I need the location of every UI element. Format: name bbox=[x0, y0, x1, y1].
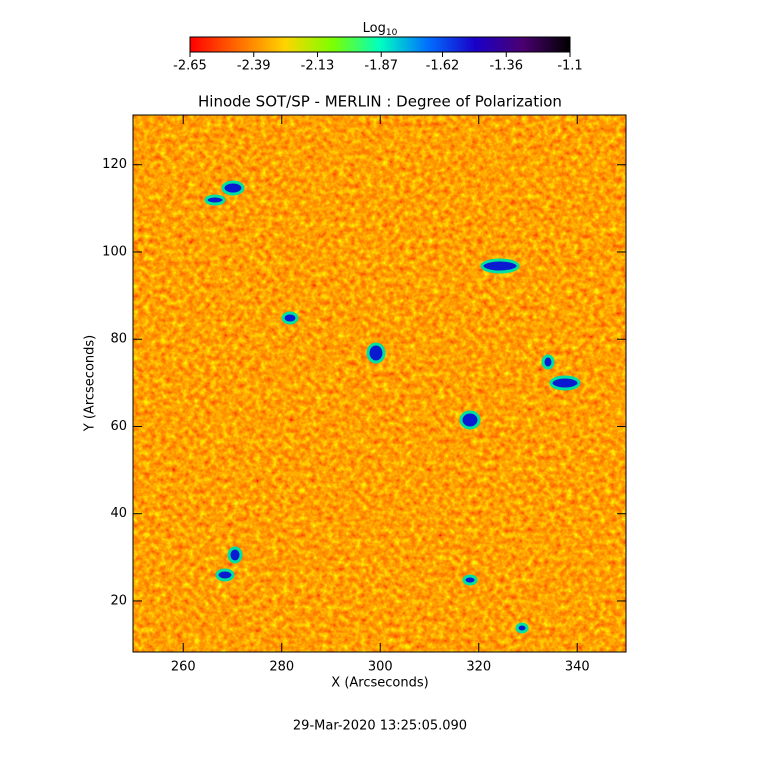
colorbar-label: Log10 bbox=[363, 21, 398, 38]
x-tick-label: 320 bbox=[466, 660, 491, 675]
x-axis-label: X (Arcseconds) bbox=[331, 676, 428, 691]
colorbar-tick-label: -2.39 bbox=[237, 59, 271, 74]
chart-title: Hinode SOT/SP - MERLIN : Degree of Polar… bbox=[198, 93, 562, 111]
colorbar-tick-label: -1.36 bbox=[489, 59, 523, 74]
colorbar-tick-label: -1.62 bbox=[426, 59, 460, 74]
y-tick-label: 20 bbox=[110, 593, 127, 608]
x-tick-label: 300 bbox=[368, 660, 393, 675]
y-tick-label: 80 bbox=[110, 332, 127, 347]
colorbar-tick-label: -1.87 bbox=[364, 59, 398, 74]
plot-frame bbox=[132, 114, 627, 653]
heatmap bbox=[132, 114, 627, 653]
x-tick-label: 340 bbox=[565, 660, 590, 675]
x-tick-label: 260 bbox=[171, 660, 196, 675]
x-tick-label: 280 bbox=[269, 660, 294, 675]
y-tick-label: 40 bbox=[110, 506, 127, 521]
y-tick-label: 100 bbox=[102, 244, 127, 259]
colorbar-tick-label: -2.65 bbox=[173, 59, 207, 74]
y-axis-label: Y (Arcseconds) bbox=[83, 335, 98, 432]
y-tick-label: 120 bbox=[102, 157, 127, 172]
colorbar-tick-label: -2.13 bbox=[301, 59, 335, 74]
colorbar-tick-label: -1.1 bbox=[557, 59, 582, 74]
y-tick-label: 60 bbox=[110, 419, 127, 434]
footer-timestamp: 29-Mar-2020 13:25:05.090 bbox=[293, 719, 467, 734]
strong-polarization-patches bbox=[204, 180, 581, 634]
colorbar bbox=[189, 36, 571, 53]
